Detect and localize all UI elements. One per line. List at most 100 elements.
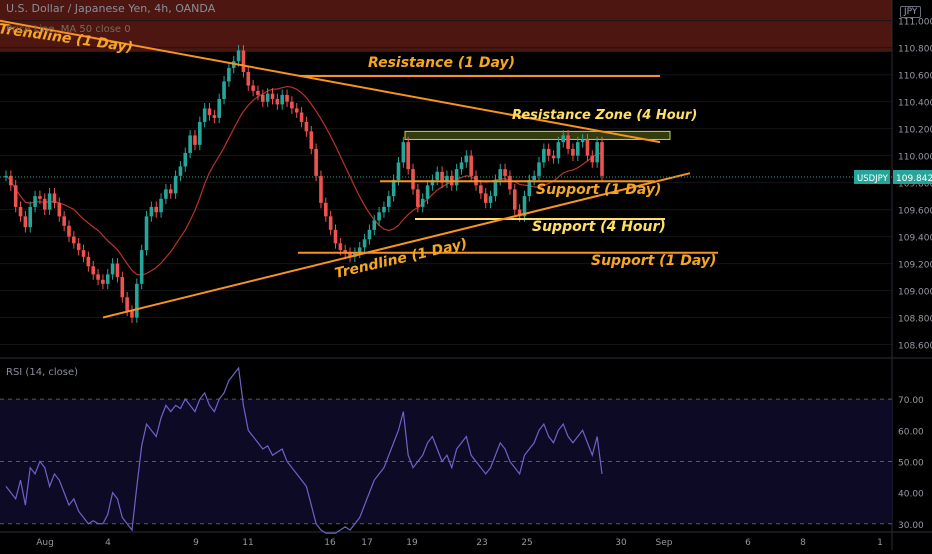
candle-body: [217, 98, 222, 118]
candle-body: [47, 193, 52, 210]
price-tag-value: 109.842: [896, 174, 932, 184]
x-tick-label: 25: [521, 538, 532, 548]
candle-body: [488, 196, 493, 203]
candle-body: [86, 256, 91, 267]
x-tick-label: 6: [745, 538, 751, 548]
resistance-band: [0, 0, 892, 52]
candle-body: [125, 297, 129, 311]
candle-body: [52, 193, 57, 203]
candle-body: [440, 171, 444, 183]
candle-body: [72, 236, 76, 244]
candle-body: [595, 142, 599, 163]
candle-body: [285, 94, 289, 102]
candle-body: [178, 166, 183, 176]
x-tick-label: 4: [105, 538, 111, 548]
currency-badge[interactable]: JPY: [900, 6, 922, 18]
candle-body: [377, 212, 381, 221]
y-tick-label: 109.200: [898, 261, 932, 271]
candle-body: [333, 229, 338, 244]
rsi-tick-label: 30.00: [898, 521, 924, 531]
candle-body: [67, 225, 71, 237]
candle-body: [173, 175, 178, 194]
candle-body: [459, 162, 464, 170]
candle-body: [91, 266, 96, 275]
candle-body: [13, 185, 18, 207]
candle-body: [396, 162, 401, 180]
candle-body: [600, 142, 604, 176]
x-tick-label: 17: [361, 538, 372, 548]
candle-body: [154, 206, 159, 213]
candle-body: [503, 169, 507, 176]
candle-body: [401, 142, 406, 163]
candle-body: [517, 209, 522, 217]
candle-body: [512, 189, 517, 210]
resistance-zone-box: [404, 130, 671, 140]
candle-body: [445, 175, 449, 183]
y-tick-label: 109.600: [898, 207, 932, 217]
candle-body: [183, 152, 188, 167]
candle-body: [193, 135, 197, 145]
candle-body: [290, 101, 294, 109]
candle-body: [367, 229, 372, 240]
candle-body: [139, 250, 144, 284]
candle-body: [256, 90, 260, 95]
candle-body: [551, 155, 556, 159]
candle-body: [9, 175, 13, 186]
candle-body: [537, 162, 541, 176]
indicator-legend: Price Line, MA 50 close 0: [6, 24, 131, 35]
candle-body: [580, 139, 585, 143]
candle-body: [241, 50, 246, 73]
candle-body: [265, 93, 270, 102]
x-tick-label: 30: [615, 538, 627, 548]
candle-body: [299, 112, 304, 122]
candle-body: [130, 310, 134, 318]
y-tick-label: 110.200: [898, 126, 932, 136]
candle-body: [198, 121, 202, 145]
candle-body: [275, 98, 280, 105]
y-tick-label: 111.000: [898, 18, 932, 28]
y-tick-label: 108.800: [898, 315, 932, 325]
candle-body: [144, 216, 149, 251]
candle-body: [338, 243, 343, 251]
candle-body: [546, 148, 551, 156]
candle-body: [522, 196, 527, 217]
candle-body: [110, 263, 115, 275]
rsi-line: [5, 366, 603, 534]
y-tick-label: 108.600: [898, 342, 932, 352]
candle-body: [164, 189, 168, 199]
candle-body: [105, 274, 110, 284]
candle-body: [571, 148, 575, 156]
candle-body: [280, 94, 284, 105]
candle-body: [343, 250, 347, 253]
trendline-top: [0, 19, 661, 144]
x-tick-label: Aug: [36, 538, 54, 548]
x-tick-label: 9: [193, 538, 199, 548]
candle-body: [319, 175, 323, 203]
rsi-tick-label: 40.00: [898, 490, 924, 500]
rsi-tick-label: 50.00: [898, 458, 924, 468]
candle-body: [115, 263, 120, 278]
rsi-tick-label: 60.00: [898, 427, 924, 437]
candle-body: [261, 94, 265, 102]
price-tag-bg: [893, 169, 932, 184]
candle-body: [207, 108, 212, 116]
x-tick-label: 23: [476, 538, 487, 548]
candle-body: [159, 198, 163, 213]
trendline-bottom: [102, 172, 691, 319]
candle-body: [406, 142, 410, 170]
candle-body: [483, 193, 488, 203]
chart-title: U.S. Dollar / Japanese Yen, 4h, OANDA: [6, 2, 216, 15]
candle-body: [508, 175, 512, 190]
y-tick-label: 109.400: [898, 234, 932, 244]
support-4h-label: Support (4 Hour): [532, 219, 666, 235]
candle-body: [435, 171, 440, 180]
candle-body: [430, 179, 435, 186]
candle-body: [386, 196, 391, 207]
candle-body: [479, 185, 483, 194]
x-tick-label: 16: [324, 538, 336, 548]
candle-body: [227, 67, 231, 82]
candle-body: [96, 274, 100, 280]
symbol-tag-bg: [854, 169, 890, 184]
